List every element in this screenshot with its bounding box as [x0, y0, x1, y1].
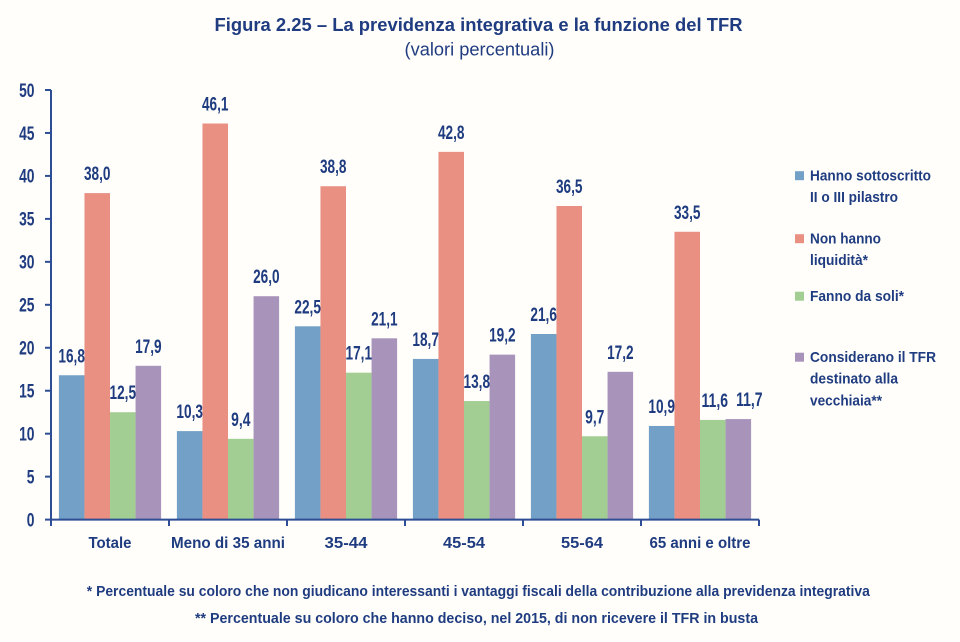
svg-text:42,8: 42,8 — [438, 123, 465, 144]
svg-text:65 anni e oltre: 65 anni e oltre — [650, 535, 751, 552]
svg-text:Meno di 35 anni: Meno di 35 anni — [171, 535, 285, 552]
svg-text:50: 50 — [19, 81, 34, 102]
svg-text:21,1: 21,1 — [371, 309, 398, 330]
svg-text:Considerano il TFR: Considerano il TFR — [810, 349, 936, 366]
svg-text:36,5: 36,5 — [556, 177, 583, 198]
svg-text:45: 45 — [19, 124, 35, 145]
svg-text:25: 25 — [19, 296, 35, 317]
svg-text:19,2: 19,2 — [489, 326, 516, 347]
svg-text:Non hanno: Non hanno — [810, 231, 881, 248]
svg-text:0: 0 — [27, 510, 35, 531]
svg-text:vecchiaia**: vecchiaia** — [810, 392, 882, 409]
svg-text:10: 10 — [19, 424, 34, 445]
svg-text:35-44: 35-44 — [325, 535, 368, 552]
svg-text:liquidità*: liquidità* — [810, 252, 868, 269]
svg-text:33,5: 33,5 — [674, 203, 701, 224]
svg-text:18,7: 18,7 — [412, 330, 439, 351]
svg-text:46,1: 46,1 — [202, 95, 229, 116]
svg-text:destinato alla: destinato alla — [810, 371, 899, 388]
svg-text:38,8: 38,8 — [320, 157, 347, 178]
svg-text:9,7: 9,7 — [585, 407, 604, 428]
svg-text:15: 15 — [19, 382, 35, 403]
svg-text:40: 40 — [19, 167, 34, 188]
svg-text:12,5: 12,5 — [110, 383, 137, 404]
svg-text:17,2: 17,2 — [607, 343, 634, 364]
svg-text:38,0: 38,0 — [84, 164, 111, 185]
svg-text:11,7: 11,7 — [736, 390, 763, 411]
svg-text:13,8: 13,8 — [464, 372, 491, 393]
svg-text:5: 5 — [27, 467, 35, 488]
svg-text:22,5: 22,5 — [294, 297, 321, 318]
svg-text:11,6: 11,6 — [702, 391, 729, 412]
svg-text:** Percentuale su coloro che h: ** Percentuale su coloro che hanno decis… — [195, 611, 759, 627]
svg-text:10,9: 10,9 — [648, 397, 675, 418]
svg-text:55-64: 55-64 — [561, 535, 603, 552]
svg-text:Figura 2.25 – La previdenza in: Figura 2.25 – La previdenza integrativa … — [215, 14, 743, 35]
svg-text:Totale: Totale — [89, 535, 132, 552]
svg-text:(valori percentuali): (valori percentuali) — [405, 40, 555, 60]
svg-text:26,0: 26,0 — [253, 267, 280, 288]
svg-text:Fanno da soli*: Fanno da soli* — [810, 288, 904, 305]
svg-text:17,9: 17,9 — [135, 337, 162, 358]
svg-text:Hanno sottoscritto: Hanno sottoscritto — [810, 168, 931, 185]
svg-text:II o III pilastro: II o III pilastro — [810, 189, 898, 206]
svg-text:9,4: 9,4 — [231, 410, 251, 431]
svg-text:21,6: 21,6 — [530, 305, 557, 326]
svg-text:30: 30 — [19, 253, 34, 274]
svg-text:35: 35 — [19, 210, 35, 231]
svg-text:10,3: 10,3 — [176, 402, 203, 423]
svg-text:17,1: 17,1 — [346, 344, 373, 365]
svg-text:16,8: 16,8 — [58, 346, 85, 367]
svg-text:45-54: 45-54 — [443, 535, 485, 552]
svg-text:20: 20 — [19, 339, 34, 360]
svg-text:* Percentuale su coloro che no: * Percentuale su coloro che non giudican… — [87, 584, 871, 600]
